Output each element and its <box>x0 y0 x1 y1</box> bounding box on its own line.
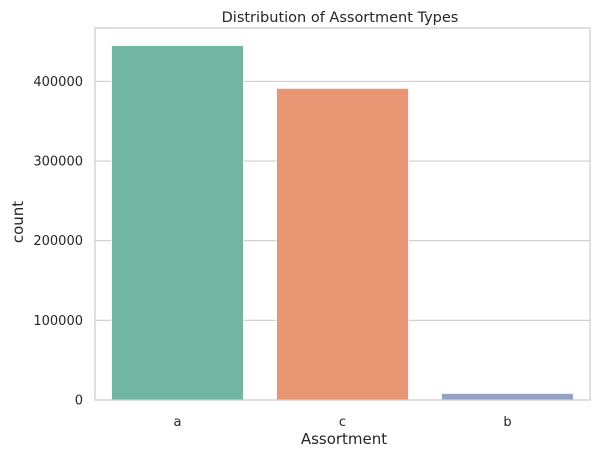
y-tick-label: 400000 <box>33 75 83 90</box>
y-tick-label: 0 <box>75 394 83 409</box>
x-axis-label: Assortment <box>301 430 387 448</box>
bar-b <box>441 392 574 401</box>
chart-title: Distribution of Assortment Types <box>222 10 459 26</box>
y-tick-label: 200000 <box>33 234 83 249</box>
bar-c <box>276 87 409 401</box>
y-tick-label: 100000 <box>33 314 83 329</box>
x-tick-label-c: c <box>339 415 346 430</box>
y-tick-label: 300000 <box>33 155 83 170</box>
bars <box>111 45 574 401</box>
plot-area-frame <box>94 27 591 401</box>
y-axis-label: count <box>9 201 27 243</box>
x-tick-label-a: a <box>174 415 182 430</box>
y-tick-labels: 0 100000 200000 300000 400000 <box>33 75 83 409</box>
bar-a <box>111 45 244 401</box>
x-tick-label-b: b <box>503 415 511 430</box>
